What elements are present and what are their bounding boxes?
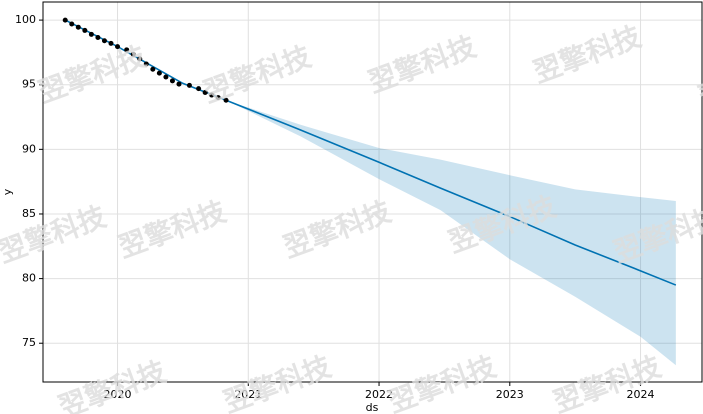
watermark: 翌擎科技 bbox=[34, 40, 151, 109]
observed-point bbox=[137, 56, 143, 62]
observed-point bbox=[202, 89, 208, 95]
watermark: 翌擎科技 bbox=[219, 350, 336, 414]
observed-point bbox=[169, 78, 175, 84]
y-tick-label: 95 bbox=[22, 78, 36, 91]
watermark: 翌擎科技 bbox=[199, 40, 316, 109]
watermark: 翌擎科技 bbox=[114, 195, 231, 264]
observed-point bbox=[115, 44, 121, 50]
observed-point bbox=[124, 47, 130, 53]
observed-point bbox=[101, 38, 107, 44]
y-tick-label: 85 bbox=[22, 207, 36, 220]
watermark: 翌擎科技 bbox=[364, 30, 481, 99]
observed-point bbox=[69, 21, 75, 27]
watermark: 翌擎科技 bbox=[549, 350, 666, 414]
y-tick-label: 80 bbox=[22, 272, 36, 285]
watermark: 翌擎科技 bbox=[54, 355, 171, 414]
observed-point bbox=[163, 74, 169, 80]
uncertainty-band bbox=[65, 20, 676, 366]
observed-point bbox=[82, 27, 88, 33]
observed-point bbox=[130, 51, 136, 57]
y-tick-label: 100 bbox=[15, 13, 36, 26]
watermark: 翌擎科技 bbox=[529, 20, 646, 89]
observed-point bbox=[62, 17, 68, 23]
observed-point bbox=[176, 81, 182, 87]
y-tick-label: 90 bbox=[22, 142, 36, 155]
observed-point bbox=[108, 40, 114, 46]
observed-point bbox=[95, 35, 101, 41]
y-tick-label: 75 bbox=[22, 336, 36, 349]
observed-point bbox=[88, 31, 94, 37]
forecast-line bbox=[64, 19, 677, 286]
plot-frame bbox=[42, 1, 703, 383]
observed-point bbox=[209, 92, 215, 98]
observed-point bbox=[156, 70, 162, 76]
x-tick-label: 2020 bbox=[104, 388, 132, 401]
observed-point bbox=[143, 61, 149, 67]
observed-point bbox=[75, 24, 81, 30]
observed-point bbox=[215, 95, 221, 101]
watermark: 翌擎科技 bbox=[0, 200, 110, 269]
x-tick-label: 2022 bbox=[365, 388, 393, 401]
y-axis-label: y bbox=[1, 188, 14, 195]
observed-point bbox=[150, 66, 156, 72]
watermark: 翌擎科技 bbox=[384, 350, 501, 414]
observed-point bbox=[223, 97, 229, 103]
x-tick-label: 2021 bbox=[234, 388, 262, 401]
observed-point bbox=[196, 86, 202, 92]
watermark: 翌擎科技 bbox=[279, 195, 396, 264]
x-tick-label: 2024 bbox=[627, 388, 655, 401]
x-tick-label: 2023 bbox=[496, 388, 524, 401]
x-axis-label: ds bbox=[366, 401, 379, 414]
observed-point bbox=[186, 82, 192, 88]
